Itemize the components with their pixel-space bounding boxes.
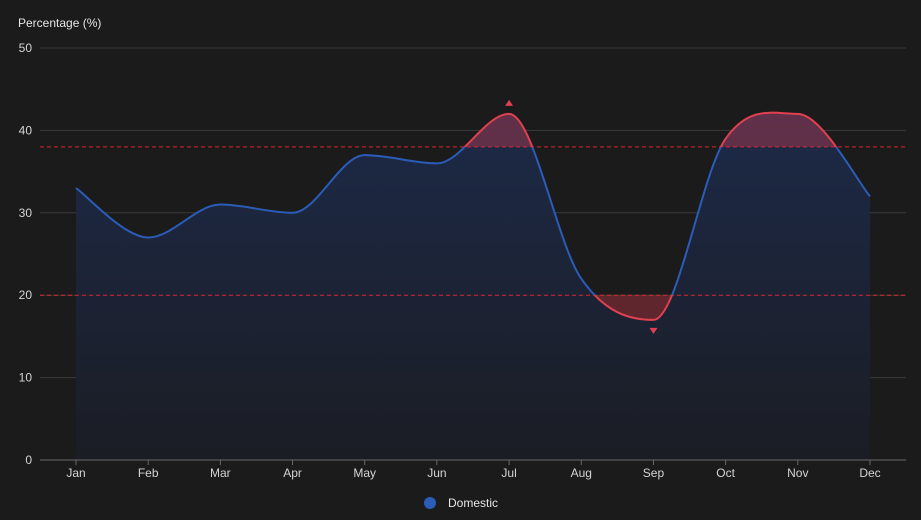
series-line-high — [463, 111, 838, 147]
x-tick-label: Feb — [138, 466, 159, 480]
y-tick-label: 30 — [19, 206, 33, 220]
y-tick-label: 40 — [19, 123, 33, 137]
threshold-lines — [40, 146, 906, 296]
legend-item-domestic[interactable]: Domestic — [424, 496, 498, 510]
legend-swatch — [424, 497, 436, 509]
y-axis: 0 10 20 30 40 50 — [19, 41, 33, 467]
alert-fill-lower — [594, 295, 672, 320]
legend[interactable]: Domestic — [424, 496, 498, 510]
y-tick-label: 20 — [19, 288, 33, 302]
x-tick-label: May — [353, 466, 376, 480]
x-axis: Jan Feb Mar Apr May Jun Jul Aug Sep Oct Nov Dec — [40, 459, 906, 480]
y-tick-label: 0 — [25, 453, 32, 467]
x-tick-label: Aug — [571, 466, 592, 480]
series-line-normal — [75, 146, 871, 296]
x-tick-label: Jul — [501, 466, 516, 480]
x-tick-label: Jan — [66, 466, 85, 480]
x-tick-label: Jun — [427, 466, 446, 480]
series-area-fill — [76, 112, 870, 460]
x-tick-label: Apr — [283, 466, 302, 480]
x-tick-label: Mar — [210, 466, 231, 480]
extreme-markers — [505, 99, 658, 334]
legend-label: Domestic — [448, 496, 498, 510]
area-fills — [76, 112, 870, 460]
y-tick-label: 10 — [19, 371, 33, 385]
y-tick-label: 50 — [19, 41, 33, 55]
min-marker-icon — [649, 327, 658, 334]
x-tick-label: Dec — [859, 466, 880, 480]
x-tick-label: Oct — [716, 466, 735, 480]
series-lines — [75, 111, 871, 321]
max-marker-icon — [505, 99, 514, 106]
y-axis-title: Percentage (%) — [18, 16, 101, 30]
x-tick-label: Nov — [787, 466, 808, 480]
series-line-alert-high — [463, 111, 838, 147]
alert-area-lower — [594, 295, 672, 320]
x-tick-label: Sep — [643, 466, 665, 480]
series-line — [75, 146, 871, 296]
